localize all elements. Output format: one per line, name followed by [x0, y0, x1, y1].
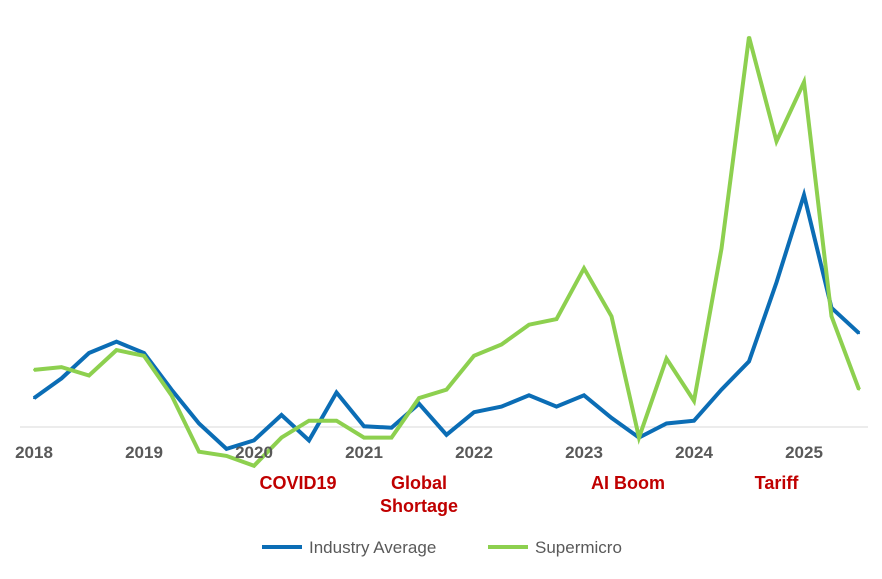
series-industry-average [32, 187, 861, 452]
data-point-supermicro [638, 436, 640, 439]
data-point-supermicro [830, 315, 833, 318]
data-point-industry-average [610, 416, 613, 419]
data-point-supermicro [775, 140, 778, 143]
data-point-industry-average [418, 402, 420, 405]
data-point-industry-average [528, 394, 530, 397]
data-point-supermicro [335, 419, 338, 422]
data-point-supermicro [198, 450, 200, 453]
data-point-industry-average [473, 411, 475, 414]
data-point-industry-average [803, 193, 805, 196]
data-point-supermicro [143, 354, 145, 357]
series-line-industry-average [32, 187, 861, 452]
data-point-supermicro [748, 35, 750, 38]
x-tick-label: 2018 [15, 443, 53, 462]
data-point-supermicro [693, 399, 695, 402]
data-point-supermicro [170, 394, 173, 397]
data-point-supermicro [858, 388, 860, 391]
data-point-supermicro [720, 247, 723, 250]
data-point-industry-average [775, 281, 778, 284]
data-point-industry-average [143, 352, 145, 354]
data-point-industry-average [363, 425, 365, 428]
x-tick-labels: 2018 2019 2020 2021 2022 2023 2024 2025 [15, 443, 823, 462]
data-point-supermicro [88, 374, 90, 377]
annotation-tariff: Tariff [755, 473, 800, 493]
data-point-industry-average [858, 332, 860, 335]
event-annotations: COVID19 Global Shortage AI Boom Tariff [259, 473, 799, 516]
data-point-industry-average [198, 422, 200, 425]
data-point-supermicro [803, 81, 805, 84]
legend-label-industry-average: Industry Average [309, 538, 436, 557]
series-layer [32, 35, 861, 469]
legend: Industry Average Supermicro [262, 538, 622, 557]
data-point-supermicro [445, 388, 448, 391]
annotation-ai-boom: AI Boom [591, 473, 665, 493]
annotation-covid19: COVID19 [259, 473, 336, 493]
annotation-global-shortage: Global [391, 473, 447, 493]
data-point-industry-average [720, 388, 723, 391]
data-point-supermicro [500, 343, 503, 346]
data-point-supermicro [583, 267, 585, 270]
data-point-industry-average [170, 388, 173, 391]
data-point-industry-average [583, 394, 585, 397]
data-point-supermicro [418, 397, 420, 400]
data-point-industry-average [390, 426, 393, 429]
data-point-industry-average [253, 439, 255, 442]
data-point-supermicro [363, 436, 365, 439]
data-point-industry-average [280, 414, 283, 416]
data-point-supermicro [60, 366, 63, 369]
data-point-supermicro [555, 318, 558, 321]
data-point-industry-average [500, 405, 503, 408]
x-tick-label: 2024 [675, 443, 713, 462]
data-point-industry-average [308, 439, 310, 442]
series-supermicro [33, 35, 861, 469]
data-point-supermicro [115, 349, 118, 352]
data-point-supermicro [665, 357, 668, 360]
data-point-supermicro [610, 315, 613, 318]
data-point-supermicro [528, 323, 530, 326]
data-point-supermicro [253, 464, 255, 467]
data-point-industry-average [445, 433, 448, 436]
data-point-industry-average [88, 352, 90, 354]
x-tick-label: 2021 [345, 443, 383, 462]
data-point-supermicro [308, 419, 310, 422]
data-point-industry-average [335, 391, 338, 394]
data-point-industry-average [225, 447, 228, 450]
x-tick-label: 2023 [565, 443, 603, 462]
data-point-industry-average [555, 405, 558, 408]
x-tick-label: 2019 [125, 443, 163, 462]
annotation-global-shortage: Shortage [380, 496, 458, 516]
series-line-supermicro [33, 36, 861, 469]
data-point-industry-average [693, 419, 695, 422]
data-point-industry-average [33, 397, 35, 400]
x-tick-label: 2020 [235, 443, 273, 462]
data-point-supermicro [225, 454, 228, 457]
legend-label-supermicro: Supermicro [535, 538, 622, 557]
data-point-supermicro [280, 436, 283, 439]
data-point-industry-average [60, 377, 63, 380]
data-point-supermicro [473, 354, 475, 357]
data-point-industry-average [748, 360, 750, 363]
data-point-supermicro [33, 368, 35, 371]
x-tick-label: 2022 [455, 443, 493, 462]
data-point-industry-average [665, 422, 668, 425]
x-tick-label: 2025 [785, 443, 823, 462]
data-point-industry-average [115, 340, 118, 343]
data-point-supermicro [390, 436, 393, 439]
